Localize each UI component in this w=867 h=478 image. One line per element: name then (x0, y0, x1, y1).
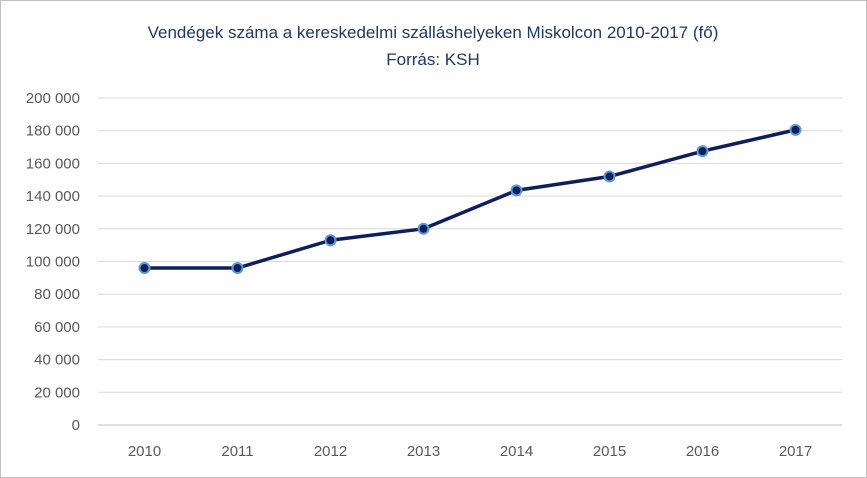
data-point (603, 170, 616, 183)
series-line (142, 128, 798, 270)
y-tick-label: 120 000 (26, 221, 80, 238)
y-tick-label: 160 000 (26, 155, 80, 172)
y-tick-label: 140 000 (26, 188, 80, 205)
data-point (696, 145, 709, 158)
gridlines (98, 97, 842, 426)
data-point (789, 123, 802, 136)
data-point (138, 262, 151, 275)
y-tick-label: 100 000 (26, 254, 80, 271)
x-tick-label: 2016 (686, 443, 719, 460)
y-axis-tick-labels: 0 20 000 40 000 60 000 80 000 100 000 120 000 1… (26, 90, 80, 434)
chart-title: Vendégek száma a kereskedelmi szálláshel… (148, 23, 719, 42)
x-tick-label: 2017 (779, 443, 812, 460)
y-tick-label: 80 000 (34, 286, 80, 303)
data-point (417, 222, 430, 235)
x-tick-label: 2012 (314, 443, 347, 460)
y-tick-label: 40 000 (34, 352, 80, 369)
y-tick-label: 180 000 (26, 123, 80, 140)
data-point (324, 234, 337, 247)
x-tick-label: 2014 (500, 443, 533, 460)
x-tick-label: 2011 (221, 443, 253, 460)
x-tick-label: 2010 (128, 443, 161, 460)
y-tick-label: 0 (72, 417, 80, 434)
y-tick-label: 20 000 (34, 384, 80, 401)
data-point (510, 184, 523, 197)
y-tick-label: 60 000 (34, 319, 80, 336)
series-group (138, 123, 802, 275)
x-tick-label: 2013 (407, 443, 440, 460)
data-point (231, 262, 244, 275)
chart-subtitle: Forrás: KSH (386, 50, 480, 69)
y-tick-label: 200 000 (26, 90, 80, 107)
x-axis-tick-labels: 2010 2011 2012 2013 2014 2015 2016 2017 (128, 443, 812, 460)
x-tick-label: 2015 (593, 443, 626, 460)
